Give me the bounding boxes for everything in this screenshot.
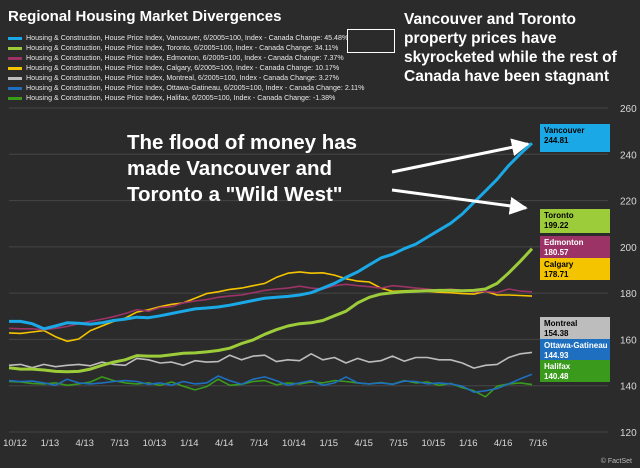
- x-tick-label: 10/13: [143, 438, 167, 449]
- x-tick-label: 1/16: [459, 438, 478, 449]
- y-tick-label: 240: [620, 150, 637, 161]
- end-label-name: Edmonton: [544, 238, 584, 247]
- arrow-to-vancouver: [391, 138, 530, 174]
- gridlines: [9, 107, 608, 433]
- end-label-box-halifax: [540, 360, 610, 382]
- x-tick-label: 7/14: [250, 438, 269, 449]
- legend-label: Housing & Construction, House Price Inde…: [26, 94, 336, 102]
- x-tick-label: 1/15: [320, 438, 339, 449]
- end-label-box-ottawa-gatineau: [540, 339, 610, 361]
- series-line-halifax: [8, 376, 533, 398]
- x-tick-label: 4/15: [354, 438, 373, 449]
- x-tick-label: 7/13: [110, 438, 129, 449]
- end-label-value: 199.22: [544, 221, 569, 230]
- legend-item-toronto: Housing & Construction, House Price Inde…: [8, 43, 408, 53]
- annotation-text: The flood of money has made Vancouver an…: [127, 130, 357, 208]
- legend-swatch: [8, 86, 22, 90]
- end-label-box-edmonton: [540, 236, 610, 258]
- series-line-calgary: [8, 271, 533, 343]
- end-label-value: 140.48: [544, 372, 569, 381]
- end-label-value: 244.81: [544, 136, 569, 145]
- series-line-montreal: [8, 351, 533, 369]
- end-label-value: 154.38: [544, 329, 569, 338]
- x-tick-label: 10/14: [282, 438, 306, 449]
- end-label-name: Vancouver: [544, 126, 584, 135]
- legend-label: Housing & Construction, House Price Inde…: [26, 34, 349, 42]
- end-label-name: Montreal: [544, 319, 577, 328]
- legend-label: Housing & Construction, House Price Inde…: [26, 74, 339, 82]
- series-line-ottawa-gatineau: [8, 373, 533, 394]
- series-lines: [8, 142, 534, 398]
- y-tick-label: 260: [620, 104, 637, 115]
- legend-item-edmonton: Housing & Construction, House Price Inde…: [8, 53, 408, 63]
- legend-item-vancouver: Housing & Construction, House Price Inde…: [8, 33, 408, 43]
- y-tick-label: 120: [620, 428, 637, 439]
- legend: Housing & Construction, House Price Inde…: [8, 33, 408, 103]
- end-label-name: Halifax: [544, 362, 571, 371]
- annotation-line-2: made Vancouver and: [127, 157, 333, 180]
- x-axis: 10/12 1/13 4/13 7/13 10/13 1/14 4/14 7/14 10/14 1…: [3, 438, 547, 449]
- legend-swatch: [8, 96, 22, 100]
- x-tick-label: 10/15: [422, 438, 446, 449]
- legend-swatch: [8, 36, 22, 40]
- legend-item-ottawa: Housing & Construction, House Price Inde…: [8, 83, 408, 93]
- x-tick-label: 1/14: [180, 438, 199, 449]
- legend-item-montreal: Housing & Construction, House Price Inde…: [8, 73, 408, 83]
- legend-label: Housing & Construction, House Price Inde…: [26, 54, 344, 62]
- x-tick-label: 10/12: [3, 438, 27, 449]
- x-tick-label: 4/14: [215, 438, 234, 449]
- legend-swatch: [8, 76, 22, 80]
- y-axis: 120 140 160 180 200 220 240 260: [620, 104, 637, 439]
- legend-swatch: [8, 66, 22, 70]
- chart-title: Regional Housing Market Divergences: [8, 8, 282, 25]
- legend-label: Housing & Construction, House Price Inde…: [26, 84, 365, 92]
- y-tick-label: 180: [620, 289, 637, 300]
- end-label-box-montreal: [540, 317, 610, 339]
- legend-label: Housing & Construction, House Price Inde…: [26, 64, 340, 72]
- annotation-arrows: [391, 138, 530, 215]
- y-tick-label: 200: [620, 243, 637, 254]
- highlight-box: [347, 29, 395, 53]
- end-label-value: 178.71: [544, 270, 569, 279]
- annotation-line-1: The flood of money has: [127, 131, 358, 154]
- legend-swatch: [8, 56, 22, 60]
- end-label-box-toronto: [540, 209, 610, 233]
- x-tick-label: 4/16: [494, 438, 513, 449]
- end-label-value: 180.57: [544, 248, 569, 257]
- series-line-toronto: [8, 247, 534, 374]
- end-label-name: Toronto: [544, 211, 574, 220]
- end-label-box-calgary: [540, 258, 610, 280]
- x-tick-label: 7/16: [529, 438, 548, 449]
- x-tick-label: 4/13: [75, 438, 94, 449]
- end-label-box-vancouver: [540, 124, 610, 152]
- x-tick-label: 1/13: [41, 438, 60, 449]
- end-label-name: Calgary: [544, 260, 574, 269]
- series-line-vancouver: [9, 142, 534, 331]
- headline-text: Vancouver and Toronto property prices ha…: [404, 11, 617, 85]
- source-credit: © FactSet: [600, 458, 632, 465]
- legend-swatch: [8, 46, 22, 50]
- y-tick-label: 160: [620, 335, 637, 346]
- y-tick-label: 220: [620, 197, 637, 208]
- annotation-line-3: Toronto a "Wild West": [127, 183, 343, 206]
- legend-item-calgary: Housing & Construction, House Price Inde…: [8, 63, 408, 73]
- end-label-name: Ottawa-Gatineau: [544, 341, 608, 350]
- arrow-to-toronto: [391, 188, 528, 215]
- legend-label: Housing & Construction, House Price Inde…: [26, 44, 339, 52]
- y-tick-label: 140: [620, 382, 637, 393]
- x-tick-label: 7/15: [389, 438, 408, 449]
- end-label-value: 144.93: [544, 351, 569, 360]
- legend-item-halifax: Housing & Construction, House Price Inde…: [8, 93, 408, 103]
